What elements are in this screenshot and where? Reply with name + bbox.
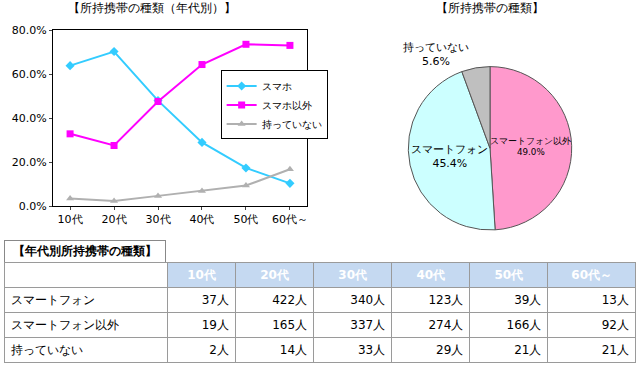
- html-text:274人: 274人: [428, 317, 464, 332]
- html-text:123人: 123人: [428, 292, 464, 307]
- html-text:340人: 340人: [350, 292, 386, 307]
- svg-text:持っていない: 持っていない: [262, 119, 322, 130]
- html-text:337人: 337人: [350, 317, 386, 332]
- html-text:29人: 29人: [436, 342, 464, 357]
- svg-text:60.0%: 60.0%: [12, 68, 47, 81]
- svg-text:40代: 40代: [189, 213, 214, 226]
- html-text:422人: 422人: [272, 292, 308, 307]
- svg-text:30代: 30代: [146, 213, 171, 226]
- html-text:39人: 39人: [514, 292, 542, 307]
- html-text:13人: 13人: [601, 292, 629, 307]
- html-text:21人: 21人: [514, 342, 542, 357]
- svg-text:20.0%: 20.0%: [12, 156, 47, 169]
- svg-text:50代: 50代: [233, 213, 258, 226]
- svg-text:40.0%: 40.0%: [12, 112, 47, 125]
- svg-text:0.0%: 0.0%: [19, 200, 47, 213]
- html-text:92人: 92人: [601, 317, 629, 332]
- svg-text:スマートフォン以外49.0%: スマートフォン以外49.0%: [490, 136, 571, 157]
- html-text:持っていない: 持っていない: [11, 342, 83, 357]
- svg-text:スマートフォン45.4%: スマートフォン45.4%: [411, 143, 488, 170]
- svg-text:スマホ: スマホ: [262, 81, 292, 92]
- html-text:14人: 14人: [279, 342, 308, 357]
- html-text:スマートフォン: スマートフォン: [11, 292, 95, 307]
- html-text:2人: 2人: [209, 342, 229, 357]
- svg-text:スマホ以外: スマホ以外: [262, 100, 312, 111]
- svg-text:80.0%: 80.0%: [12, 24, 47, 37]
- html-text:19人: 19人: [201, 317, 229, 332]
- svg-text:60代～: 60代～: [272, 213, 308, 226]
- svg-text:【所持携帯の種類（年代別）】: 【所持携帯の種類（年代別）】: [68, 1, 236, 15]
- svg-text:【所持携帯の種類】: 【所持携帯の種類】: [436, 1, 544, 15]
- html-text:33人: 33人: [357, 342, 386, 357]
- html-text:40代: 40代: [416, 267, 446, 282]
- html-text:60代～: 60代～: [571, 267, 613, 282]
- html-text:166人: 166人: [506, 317, 542, 332]
- svg-text:20代: 20代: [102, 213, 127, 226]
- html-text:165人: 165人: [272, 317, 308, 332]
- html-text:10代: 10代: [187, 267, 216, 282]
- html-text:スマートフォン以外: スマートフォン以外: [11, 317, 119, 332]
- html-text:20代: 20代: [260, 267, 289, 282]
- svg-text:10代: 10代: [58, 213, 83, 226]
- html-text:21人: 21人: [601, 342, 629, 357]
- svg-text:持っていない5.6%: 持っていない5.6%: [403, 41, 469, 68]
- html-text:【年代別所持携帯の種類】: 【年代別所持携帯の種類】: [13, 244, 157, 258]
- html-text:37人: 37人: [201, 292, 229, 307]
- html-text:30代: 30代: [338, 267, 367, 282]
- html-text:50代: 50代: [494, 267, 524, 282]
